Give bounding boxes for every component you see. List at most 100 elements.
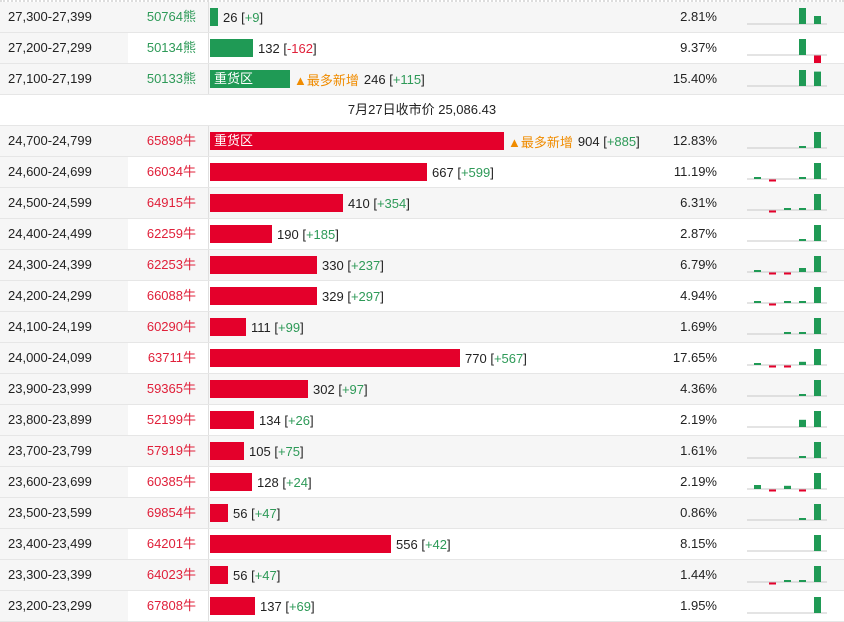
sparkline-bar xyxy=(799,8,806,24)
trend-sparkline xyxy=(747,70,827,87)
table-row[interactable]: 27,300-27,399 50764熊 26 [+9] 2.81% xyxy=(0,2,844,33)
volume-bar xyxy=(210,163,427,181)
trend-sparkline xyxy=(747,504,827,521)
sparkline-bar xyxy=(799,580,806,582)
warrant-code-link[interactable]: 64023牛 xyxy=(146,567,196,582)
table-row[interactable]: 27,100-27,199 50133熊 重货区 ▲最多新增 246 [+115] 15.… xyxy=(0,64,844,95)
warrant-code-link[interactable]: 50133熊 xyxy=(146,71,196,86)
volume-cell: 556 [+42] xyxy=(208,529,690,559)
trend-sparkline xyxy=(747,566,827,585)
percentage: 15.40% xyxy=(672,71,717,86)
volume-change: +42 xyxy=(424,536,447,552)
warrant-code-link[interactable]: 66034牛 xyxy=(146,164,196,179)
table-row[interactable]: 24,700-24,799 65898牛 重货区 ▲最多新增 904 [+885] 12.… xyxy=(0,126,844,157)
table-row[interactable]: 23,600-23,699 60385牛 128 [+24] 2.19% xyxy=(0,467,844,498)
sparkline-bar xyxy=(754,301,761,303)
warrant-code-link[interactable]: 66088牛 xyxy=(146,288,196,303)
table-row[interactable]: 23,400-23,499 64201牛 556 [+42] 8.15% xyxy=(0,529,844,560)
percentage: 17.65% xyxy=(672,350,717,365)
warrant-code-link[interactable]: 60385牛 xyxy=(146,474,196,489)
volume-number: 56 xyxy=(233,567,248,583)
trend-sparkline xyxy=(747,39,827,63)
strike-range: 24,500-24,599 xyxy=(0,188,128,218)
percentage: 8.15% xyxy=(680,536,717,551)
strike-range: 23,900-23,999 xyxy=(0,374,128,404)
table-row[interactable]: 23,800-23,899 52199牛 134 [+26] 2.19% xyxy=(0,405,844,436)
sparkline-bar xyxy=(814,380,821,396)
warrant-code-link[interactable]: 62253牛 xyxy=(146,257,196,272)
volume-value: 667 [+599] xyxy=(432,164,494,180)
volume-bar xyxy=(210,442,244,460)
warrant-code-link[interactable]: 50764熊 xyxy=(146,9,196,24)
sparkline-bar xyxy=(769,179,776,182)
percentage: 1.44% xyxy=(680,567,717,582)
table-row[interactable]: 23,500-23,599 69854牛 56 [+47] 0.86% xyxy=(0,498,844,529)
sparkline-bar xyxy=(784,580,791,582)
sparkline-bar xyxy=(769,303,776,306)
strike-range: 27,300-27,399 xyxy=(0,2,128,32)
sparkline-bar xyxy=(799,456,806,458)
table-row[interactable]: 24,300-24,399 62253牛 330 [+237] 6.79% xyxy=(0,250,844,281)
warrant-code-link[interactable]: 50134熊 xyxy=(146,40,196,55)
volume-bar xyxy=(210,39,253,57)
volume-cell: 137 [+69] xyxy=(208,591,690,621)
table-row[interactable]: 24,200-24,299 66088牛 329 [+297] 4.94% xyxy=(0,281,844,312)
table-row[interactable]: 23,200-23,299 67808牛 137 [+69] 1.95% xyxy=(0,591,844,622)
sparkline-bar xyxy=(814,225,821,241)
volume-number: 904 xyxy=(577,133,600,149)
table-row[interactable]: 23,900-23,999 59365牛 302 [+97] 4.36% xyxy=(0,374,844,405)
percentage: 2.81% xyxy=(680,9,717,24)
volume-bar: 重货区 xyxy=(210,70,290,88)
volume-cell: 56 [+47] xyxy=(208,498,690,528)
sparkline-bar xyxy=(799,419,806,427)
trend-sparkline xyxy=(747,380,827,397)
warrant-code-link[interactable]: 67808牛 xyxy=(146,598,196,613)
volume-number: 246 xyxy=(363,71,386,87)
warrant-code-link[interactable]: 64201牛 xyxy=(146,536,196,551)
strike-range: 23,500-23,599 xyxy=(0,498,128,528)
volume-value: 329 [+297] xyxy=(322,288,384,304)
bear-section: 27,300-27,399 50764熊 26 [+9] 2.81% 27,200-27… xyxy=(0,2,844,95)
strike-range: 24,200-24,299 xyxy=(0,281,128,311)
warrant-code-link[interactable]: 57919牛 xyxy=(146,443,196,458)
trend-sparkline xyxy=(747,597,827,614)
volume-change: +297 xyxy=(350,288,381,304)
table-row[interactable]: 24,000-24,099 63711牛 770 [+567] 17.65% xyxy=(0,343,844,374)
warrant-code-link[interactable]: 59365牛 xyxy=(146,381,196,396)
trend-sparkline xyxy=(747,256,827,275)
table-row[interactable]: 24,400-24,499 62259牛 190 [+185] 2.87% xyxy=(0,219,844,250)
warrant-code-link[interactable]: 65898牛 xyxy=(146,133,196,148)
warrant-code-link[interactable]: 64915牛 xyxy=(146,195,196,210)
strike-range: 23,700-23,799 xyxy=(0,436,128,466)
strike-range: 23,800-23,899 xyxy=(0,405,128,435)
strike-range: 24,600-24,699 xyxy=(0,157,128,187)
table-row[interactable]: 24,600-24,699 66034牛 667 [+599] 11.19% xyxy=(0,157,844,188)
warrant-code-link[interactable]: 60290牛 xyxy=(146,319,196,334)
table-row[interactable]: 23,300-23,399 64023牛 56 [+47] 1.44% xyxy=(0,560,844,591)
volume-bar xyxy=(210,504,228,522)
table-row[interactable]: 27,200-27,299 50134熊 132 [-162] 9.37% xyxy=(0,33,844,64)
volume-number: 330 xyxy=(322,257,344,273)
sparkline-bar xyxy=(784,208,791,210)
percentage: 9.37% xyxy=(680,40,717,55)
sparkline-bar xyxy=(799,39,806,55)
trend-sparkline xyxy=(747,8,827,25)
table-row[interactable]: 24,500-24,599 64915牛 410 [+354] 6.31% xyxy=(0,188,844,219)
sparkline-bar xyxy=(814,349,821,365)
warrant-code-link[interactable]: 52199牛 xyxy=(146,412,196,427)
table-row[interactable]: 24,100-24,199 60290牛 111 [+99] 1.69% xyxy=(0,312,844,343)
warrant-code-link[interactable]: 62259牛 xyxy=(146,226,196,241)
warrant-code-link[interactable]: 63711牛 xyxy=(147,350,196,365)
table-row[interactable]: 23,700-23,799 57919牛 105 [+75] 1.61% xyxy=(0,436,844,467)
volume-value: 770 [+567] xyxy=(465,350,527,366)
sparkline-bar xyxy=(799,518,806,520)
sparkline-bar xyxy=(799,332,806,334)
warrant-code-link[interactable]: 69854牛 xyxy=(146,505,196,520)
volume-number: 190 xyxy=(277,226,299,242)
trend-sparkline xyxy=(747,411,827,428)
sparkline-bar xyxy=(814,71,821,86)
volume-value: 556 [+42] xyxy=(396,536,451,552)
volume-number: 137 xyxy=(260,598,282,614)
volume-bar xyxy=(210,349,460,367)
sparkline-bar xyxy=(814,504,821,520)
